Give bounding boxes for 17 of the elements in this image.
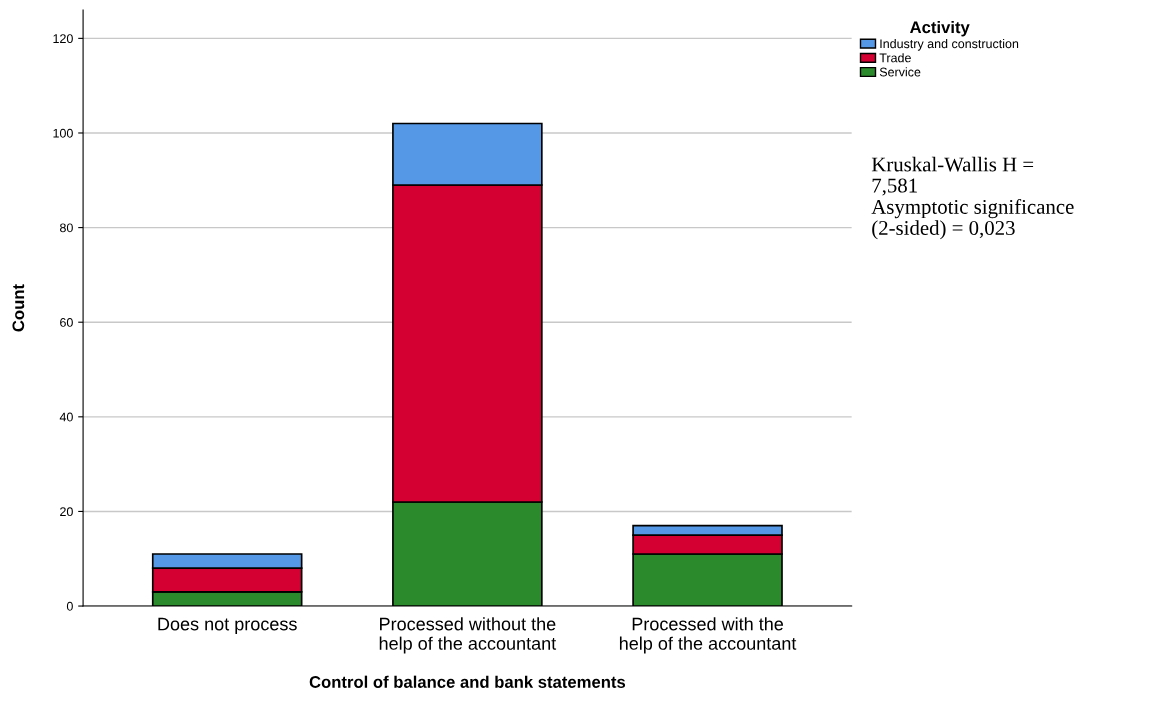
y-tick-label: 100 <box>53 128 73 138</box>
x-tick-label: Processed without the help of the accountant <box>379 617 557 654</box>
x-axis-title: Control of balance and bank statements <box>309 675 626 688</box>
y-tick-label: 120 <box>53 34 73 44</box>
legend-label: Industry and construction <box>880 38 1019 51</box>
y-tick-label: 40 <box>59 412 73 422</box>
y-tick-label: 80 <box>60 223 73 233</box>
y-tick-label: 0 <box>66 601 73 611</box>
y-axis-title: Count <box>12 284 25 332</box>
legend-label: Service <box>879 67 921 77</box>
y-tick-label: 60 <box>60 318 73 327</box>
legend-title: Activity <box>910 20 970 37</box>
x-tick-label: Processed with the help of the accountant <box>619 617 797 654</box>
y-tick-label: 20 <box>60 507 73 517</box>
legend-label: Trade <box>879 53 911 63</box>
x-tick-label: Does not process <box>158 617 297 634</box>
text: Kruskal-Wallis H = 7,581 Asymptotic significance (2-sided) = 0,023 <box>871 156 1074 240</box>
